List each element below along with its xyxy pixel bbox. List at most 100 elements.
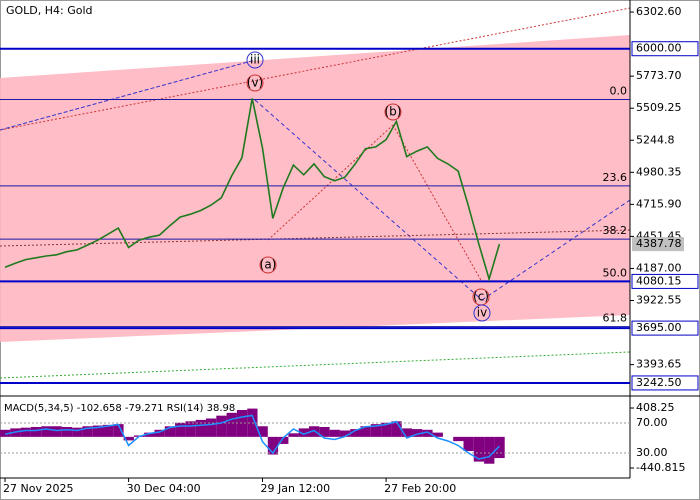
- level-label: 4080.15: [636, 274, 682, 287]
- last-price-box: [632, 237, 684, 252]
- macd-bar: [329, 429, 340, 437]
- y2-tick-label: -440.815: [636, 461, 685, 474]
- macd-bar: [381, 422, 392, 437]
- fib-label: 50.0: [603, 266, 628, 279]
- macd-bar: [463, 436, 474, 451]
- level-label: 6000.00: [636, 42, 682, 55]
- macd-bar: [473, 436, 485, 462]
- wave-marker: [259, 256, 277, 274]
- level-box: [631, 375, 699, 391]
- price-line: [4, 98, 501, 282]
- macd-bar: [216, 415, 227, 437]
- y-tick-label: 4187.00: [636, 261, 682, 274]
- macd-bar: [82, 426, 93, 437]
- level-box: [631, 320, 699, 336]
- fib-label: 23.6: [603, 171, 628, 184]
- x-tick-label: 27 Nov 2025: [3, 482, 73, 495]
- macd-bar: [236, 410, 248, 437]
- trend-line: [0, 7, 631, 131]
- macd-bar: [226, 412, 237, 437]
- macd-bar: [164, 426, 176, 437]
- x-tick-label: 29 Jan 12:00: [261, 482, 331, 495]
- last-price-label: 4387.78: [636, 237, 682, 250]
- macd-bar: [391, 421, 402, 437]
- trend-line: [0, 351, 631, 379]
- wave-label: (c): [473, 290, 489, 304]
- y-tick-label: 3393.65: [636, 358, 682, 371]
- macd-bar: [401, 428, 412, 437]
- macd-bar: [0, 429, 11, 437]
- fib-label: 0.0: [610, 85, 628, 98]
- y-tick-label: 5244.8: [636, 133, 675, 146]
- indicator-title: MACD(5,34,5) -102.658 -79.271 RSI(14) 38…: [4, 403, 235, 414]
- trend-line: [0, 59, 256, 131]
- macd-bar: [103, 424, 114, 437]
- y-tick-label: 5773.70: [636, 69, 682, 82]
- macd-bar: [288, 433, 299, 437]
- macd-bar: [175, 422, 186, 437]
- macd-bar: [144, 432, 155, 437]
- macd-bar: [267, 436, 279, 455]
- level-label: 3695.00: [636, 321, 682, 334]
- macd-bar: [20, 427, 31, 437]
- rsi-line: [4, 414, 500, 460]
- wave-marker: [246, 74, 264, 92]
- macd-bar: [185, 421, 196, 437]
- wave-label: (b): [385, 105, 402, 119]
- macd-bar: [360, 426, 371, 437]
- macd-bar: [92, 425, 103, 437]
- level-box: [631, 41, 699, 57]
- wave-label: (a): [260, 258, 277, 272]
- macd-bar: [61, 426, 73, 437]
- chart-title: GOLD, H4: Gold: [6, 4, 93, 17]
- y-tick-label: 4715.90: [636, 197, 682, 210]
- y-tick-label: 5509.25: [636, 101, 682, 114]
- channel: [0, 35, 630, 342]
- macd-bar: [412, 429, 423, 437]
- macd-bar: [339, 430, 351, 437]
- macd-bar: [350, 429, 361, 437]
- wave-line: [267, 124, 394, 241]
- rsi-tick-label: 30.00: [636, 446, 668, 459]
- y-tick-label: 6302.60: [636, 5, 682, 18]
- y2-tick-label: 408.25: [636, 401, 675, 414]
- wave-line: [481, 199, 631, 301]
- macd-bar: [484, 436, 495, 464]
- y-tick-label: 3922.55: [636, 294, 682, 307]
- macd-bar: [432, 432, 443, 437]
- macd-bar: [206, 418, 217, 437]
- rsi-tick-label: 70.00: [636, 416, 668, 429]
- macd-bar: [41, 426, 52, 437]
- y-tick-label: 4980.35: [636, 165, 682, 178]
- wave-marker: [246, 51, 264, 69]
- macd-bar: [257, 426, 268, 437]
- macd-bar: [319, 426, 330, 437]
- wave-marker: [473, 304, 491, 322]
- macd-bar: [113, 424, 124, 437]
- level-label: 3242.50: [636, 376, 682, 389]
- trend-line: [0, 229, 631, 247]
- macd-bar: [72, 427, 83, 437]
- macd-bar: [298, 428, 309, 437]
- wave-label: iv: [477, 306, 487, 320]
- fib-label: 38.2: [603, 224, 628, 237]
- macd-bar: [453, 436, 464, 442]
- wave-label: (v): [247, 76, 263, 90]
- macd-bar: [30, 426, 42, 437]
- macd-bar: [123, 436, 134, 441]
- macd-bar: [278, 436, 289, 444]
- wave-label: iii: [250, 53, 260, 67]
- macd-bar: [494, 436, 505, 459]
- macd-bar: [309, 426, 320, 437]
- macd-bar: [154, 429, 165, 437]
- macd-bar: [195, 419, 206, 437]
- macd-bar: [422, 429, 433, 437]
- x-tick-label: 27 Feb 20:00: [384, 482, 456, 495]
- wave-marker: [384, 103, 402, 121]
- fib-label: 61.8: [603, 312, 628, 325]
- x-tick-label: 30 Dec 04:00: [127, 482, 201, 495]
- macd-bar: [51, 426, 62, 437]
- level-box: [631, 273, 699, 289]
- wave-line: [254, 99, 483, 301]
